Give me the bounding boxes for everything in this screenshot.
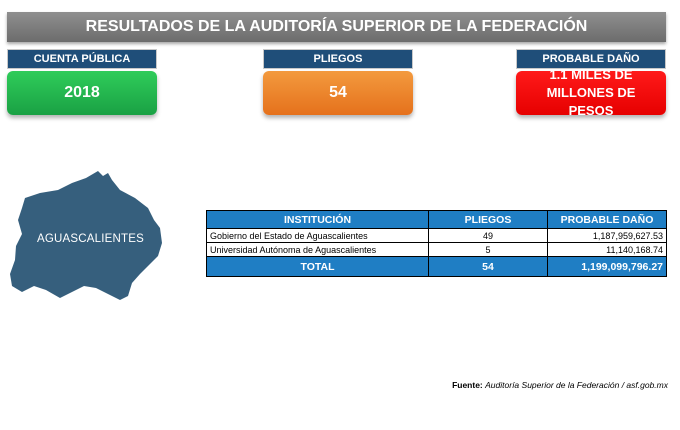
card-header: PROBABLE DAÑO bbox=[516, 49, 666, 69]
pliegos-card: PLIEGOS 54 bbox=[263, 49, 413, 115]
card-header: PLIEGOS bbox=[263, 49, 413, 69]
state-shape bbox=[10, 171, 162, 300]
aguascalientes-map-icon bbox=[10, 171, 162, 300]
pliegos-cell: 5 bbox=[428, 242, 548, 257]
table-header-row: INSTITUCIÓN PLIEGOS PROBABLE DAÑO bbox=[206, 210, 667, 229]
results-table: INSTITUCIÓN PLIEGOS PROBABLE DAÑO Gobier… bbox=[206, 210, 667, 277]
column-header-institucion: INSTITUCIÓN bbox=[206, 210, 429, 229]
card-header: CUENTA PÚBLICA bbox=[7, 49, 157, 69]
table-row: Gobierno del Estado de Aguascalientes 49… bbox=[206, 228, 667, 243]
damage-cell: 11,140,168.74 bbox=[547, 242, 667, 257]
total-damage: 1,199,099,796.27 bbox=[547, 256, 667, 277]
total-row: TOTAL 54 1,199,099,796.27 bbox=[206, 256, 667, 277]
map-label: AGUASCALIENTES bbox=[37, 233, 144, 245]
total-pliegos: 54 bbox=[428, 256, 548, 277]
card-value: 54 bbox=[263, 71, 413, 115]
page-title: RESULTADOS DE LA AUDITORÍA SUPERIOR DE L… bbox=[85, 18, 588, 35]
source-note: Fuente: Auditoría Superior de la Federac… bbox=[452, 380, 668, 390]
damage-cell: 1,187,959,627.53 bbox=[547, 228, 667, 243]
card-value: 1.1 MILES DE MILLONES DE PESOS bbox=[516, 67, 666, 118]
probable-dano-card: PROBABLE DAÑO 1.1 MILES DE MILLONES DE P… bbox=[516, 49, 666, 118]
pliegos-cell: 49 bbox=[428, 228, 548, 243]
cuenta-publica-card: CUENTA PÚBLICA 2018 bbox=[7, 49, 157, 115]
column-header-probable-dano: PROBABLE DAÑO bbox=[547, 210, 667, 229]
column-header-pliegos: PLIEGOS bbox=[428, 210, 548, 229]
institution-cell: Universidad Autónoma de Aguascalientes bbox=[206, 242, 429, 257]
page-title-banner: RESULTADOS DE LA AUDITORÍA SUPERIOR DE L… bbox=[7, 12, 666, 42]
source-label: Fuente: bbox=[452, 380, 483, 390]
source-text: Auditoría Superior de la Federación / as… bbox=[485, 380, 668, 390]
institution-cell: Gobierno del Estado de Aguascalientes bbox=[206, 228, 429, 243]
total-label: TOTAL bbox=[206, 256, 429, 277]
card-value: 2018 bbox=[7, 71, 157, 115]
table-row: Universidad Autónoma de Aguascalientes 5… bbox=[206, 242, 667, 257]
